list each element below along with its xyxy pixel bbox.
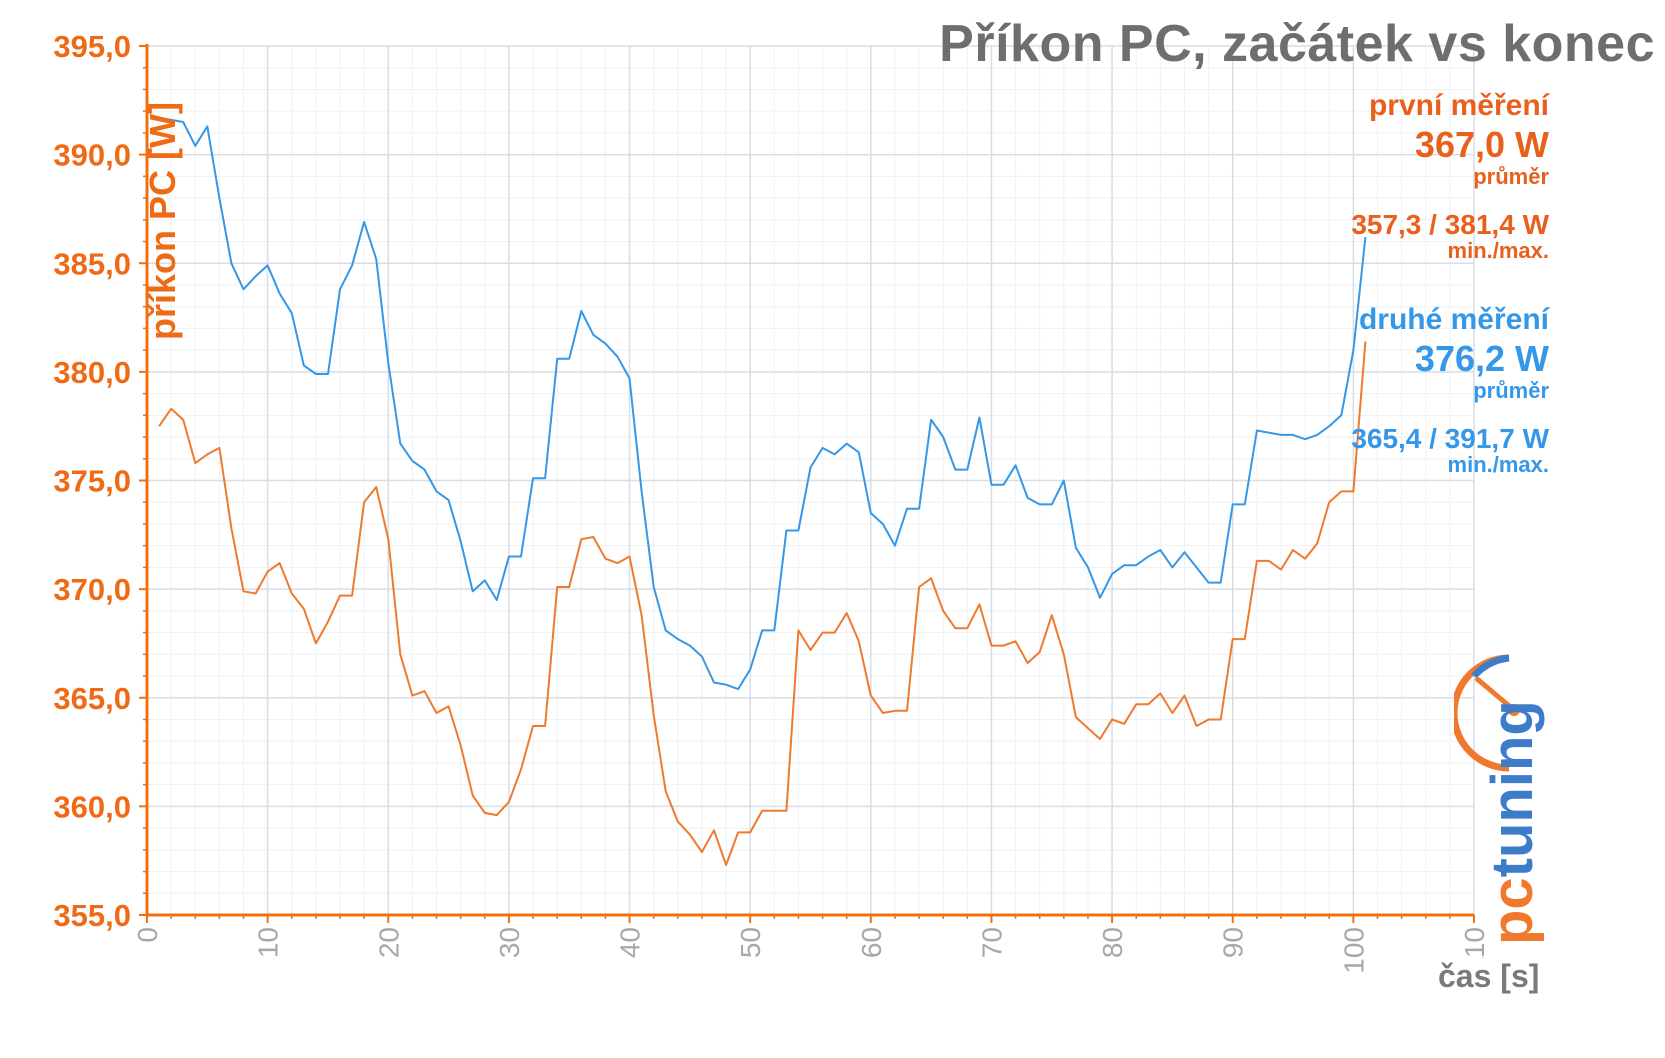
- y-tick-labels: 355,0 360,0 365,0 370,0 375,0 380,0 385,0 390,0…: [53, 29, 131, 933]
- x-tick-label: 80: [1097, 927, 1128, 958]
- legend-second-minmax: 365,4 / 391,7 W: [1351, 423, 1549, 454]
- y-tick-label: 355,0: [53, 898, 131, 933]
- x-tick-label: 30: [494, 927, 525, 958]
- logo-text: pctuning: [1480, 700, 1545, 945]
- x-tick-label: 60: [856, 927, 887, 958]
- y-tick-label: 395,0: [53, 29, 131, 64]
- legend-second-minmax-caption: min./max.: [1447, 452, 1549, 477]
- x-axis-label: čas [s]: [1434, 958, 1544, 995]
- x-tick-label: 40: [615, 927, 646, 958]
- legend-first-name: první měření: [1368, 89, 1549, 122]
- legend-second-mean-caption: průměr: [1473, 378, 1549, 403]
- logo-gauge-icon: [1454, 654, 1520, 772]
- axes: [139, 44, 1475, 923]
- x-tick-label: 100: [1338, 927, 1369, 974]
- legend-first-mean: 367,0 W: [1414, 124, 1549, 165]
- y-tick-label: 380,0: [53, 355, 131, 390]
- y-tick-label: 370,0: [53, 572, 131, 607]
- legend-second-name: druhé měření: [1358, 303, 1549, 336]
- legend-first-minmax: 357,3 / 381,4 W: [1351, 209, 1549, 240]
- series-line-second: [158, 116, 1367, 691]
- series-layer: [158, 116, 1367, 866]
- legend-first: první měření 367,0 W průměr 357,3 / 381,…: [1351, 88, 1549, 262]
- x-tick-label: 20: [373, 927, 404, 958]
- legend-second: druhé měření 376,2 W průměr 365,4 / 391,…: [1351, 302, 1549, 476]
- x-tick-label: 0: [132, 927, 163, 943]
- x-tick-label: 50: [735, 927, 766, 958]
- y-tick-label: 375,0: [53, 464, 131, 499]
- y-tick-label: 385,0: [53, 246, 131, 281]
- series-line-first: [158, 341, 1367, 866]
- pctuning-logo: pctuning: [1454, 654, 1545, 945]
- legend-first-mean-caption: průměr: [1473, 164, 1549, 189]
- chart-title: Příkon PC, začátek vs konec: [939, 15, 1655, 73]
- y-tick-label: 390,0: [53, 138, 131, 173]
- x-tick-labels: 0 10 20 30 40 50 60 70 80 90 100 110: [132, 927, 1490, 974]
- legend-first-minmax-caption: min./max.: [1447, 238, 1549, 263]
- x-tick-label: 70: [976, 927, 1007, 958]
- y-tick-label: 365,0: [53, 681, 131, 716]
- grid: [146, 45, 1475, 916]
- y-tick-label: 360,0: [53, 789, 131, 824]
- y-axis-label: příkon PC [W]: [142, 102, 183, 340]
- x-tick-label: 10: [253, 927, 284, 958]
- legend-second-mean: 376,2 W: [1414, 338, 1549, 379]
- x-tick-label: 90: [1218, 927, 1249, 958]
